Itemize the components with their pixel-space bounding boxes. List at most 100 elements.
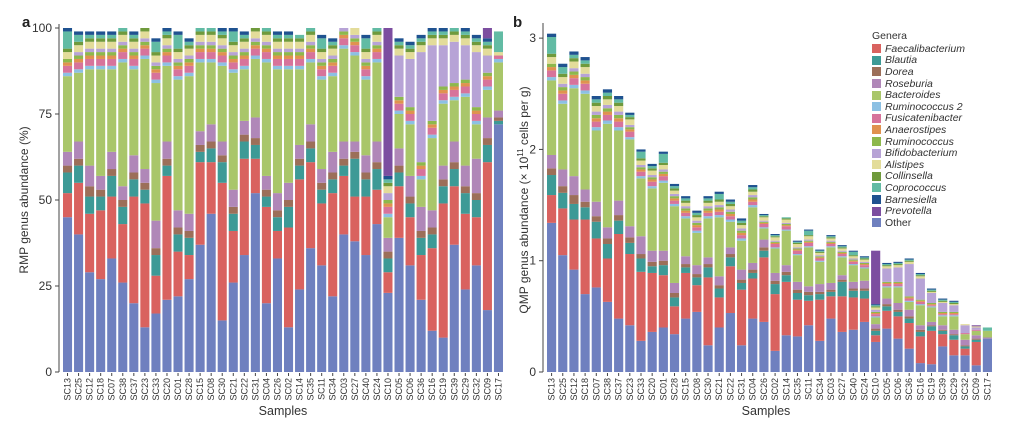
bar-segment: [74, 69, 84, 73]
bar-segment: [669, 206, 680, 283]
bar-segment: [295, 158, 305, 166]
bar-segment: [460, 83, 470, 87]
bar-segment: [558, 67, 568, 74]
bar-segment: [195, 52, 205, 59]
bar-segment: [759, 227, 769, 229]
bar-segment: [383, 206, 393, 214]
x-tick-label: SC12: [569, 378, 579, 401]
bar-segment: [669, 203, 680, 207]
bar-segment: [427, 45, 437, 121]
bar-segment: [792, 289, 803, 293]
bar-segment: [195, 48, 205, 53]
bar-segment: [96, 55, 106, 59]
bar-segment: [339, 141, 349, 159]
bar-segment: [859, 257, 870, 259]
bar-segment: [493, 117, 503, 121]
bar-segment: [848, 255, 858, 257]
bar-segment: [493, 55, 503, 59]
bar-segment: [938, 299, 948, 301]
bar-segment: [460, 45, 470, 80]
bar-segment: [217, 55, 227, 63]
bar-segment: [815, 255, 825, 257]
bar-segment: [62, 165, 73, 173]
bar-segment: [960, 346, 970, 349]
bar-segment: [580, 80, 590, 84]
bar-segment: [759, 215, 769, 217]
bar-segment: [703, 202, 713, 207]
bar-segment: [151, 41, 161, 53]
bar-segment: [759, 222, 769, 224]
bar-segment: [658, 165, 668, 170]
bar-segment: [272, 38, 282, 42]
bar-segment: [482, 117, 492, 139]
bar-segment: [904, 323, 914, 349]
bar-segment: [383, 251, 393, 259]
bar-segment: [471, 114, 481, 121]
x-tick-label: SC38: [118, 378, 128, 401]
bar-segment: [394, 96, 404, 101]
bar-segment: [781, 230, 791, 266]
bar-segment: [140, 327, 150, 372]
legend-swatch: [872, 218, 881, 228]
bar-segment: [416, 175, 426, 180]
bar-segment: [482, 28, 492, 39]
bar-segment: [184, 41, 194, 46]
bar-segment: [602, 258, 613, 302]
legend-swatch: [872, 137, 881, 147]
bar-segment: [427, 330, 437, 372]
bar-segment: [547, 63, 557, 68]
bar-segment: [350, 196, 360, 242]
bar-segment: [602, 238, 613, 245]
bar-segment: [85, 31, 95, 35]
x-tick-label: SC39: [449, 378, 459, 401]
bar-segment: [837, 281, 847, 297]
bar-segment: [658, 162, 668, 165]
bar-segment: [602, 301, 613, 372]
bar-segment: [184, 230, 194, 238]
bar-segment: [250, 117, 260, 139]
x-tick-label: SC23: [625, 378, 635, 401]
bar-segment: [460, 31, 470, 35]
bar-segment: [837, 252, 847, 255]
bar-segment: [328, 179, 338, 194]
bar-segment: [938, 329, 948, 331]
bar-segment: [580, 201, 590, 208]
bar-segment: [283, 182, 294, 200]
bar-segment: [74, 52, 84, 56]
bar-segment: [792, 254, 803, 256]
bar-segment: [184, 38, 194, 42]
bar-segment: [283, 34, 294, 39]
bar-segment: [85, 58, 95, 66]
bar-segment: [982, 337, 992, 339]
bar-segment: [184, 255, 194, 280]
bar-segment: [703, 208, 713, 211]
bar-segment: [272, 65, 282, 70]
bar-segment: [681, 216, 691, 219]
bar-segment: [405, 45, 415, 49]
bar-segment: [173, 296, 183, 372]
bar-segment: [904, 296, 914, 298]
legend-item: Barnesiella: [872, 194, 965, 206]
bar-segment: [339, 175, 349, 235]
bar-segment: [162, 38, 172, 46]
x-tick-label: SC26: [759, 378, 769, 401]
bar-segment: [107, 34, 117, 39]
bar-segment: [217, 320, 227, 372]
bar-segment: [938, 334, 948, 347]
bar-segment: [692, 227, 702, 231]
bar-segment: [815, 256, 825, 258]
bar-segment: [394, 165, 404, 173]
bar-segment: [692, 212, 702, 216]
bar-segment: [669, 306, 680, 335]
bar-segment: [591, 111, 601, 115]
bar-segment: [703, 277, 713, 346]
bar-segment: [580, 294, 590, 372]
bar-segment: [547, 168, 557, 176]
bar-segment: [206, 52, 216, 59]
x-tick-label: SC07: [107, 378, 117, 401]
x-tick-label: SC17: [982, 378, 992, 401]
bar-segment: [815, 257, 825, 259]
bar-segment: [792, 250, 803, 255]
bar-segment: [669, 200, 680, 204]
bar-segment: [848, 251, 858, 256]
